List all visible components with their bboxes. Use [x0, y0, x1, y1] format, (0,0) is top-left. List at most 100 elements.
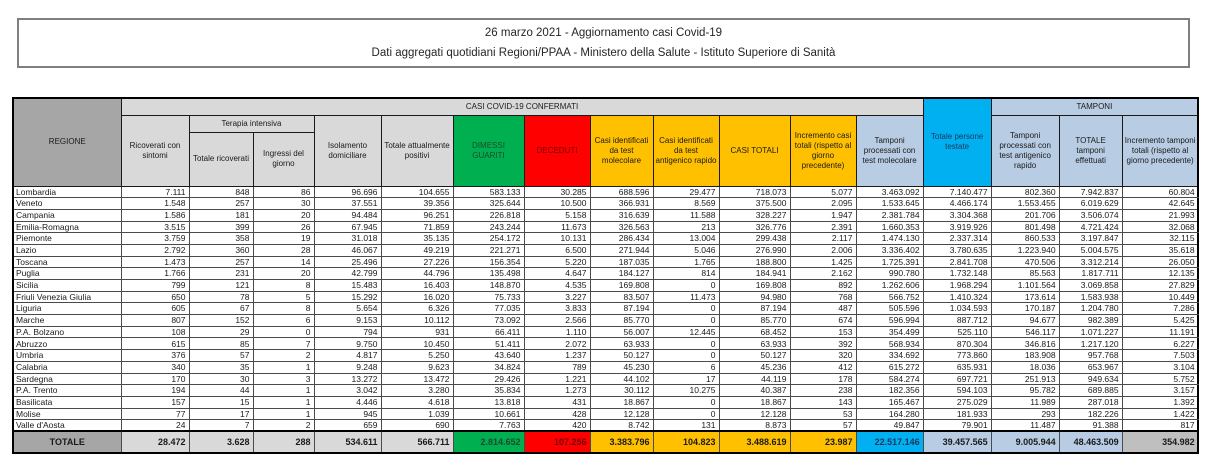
- value-cell: 73.092: [452, 314, 525, 327]
- value-cell: 28: [252, 243, 315, 257]
- value-cell: 690: [380, 419, 454, 432]
- value-cell: 30: [252, 197, 315, 210]
- value-cell: 0: [652, 407, 720, 421]
- value-cell: 12.445: [652, 325, 720, 339]
- value-cell: 8.742: [589, 419, 654, 432]
- value-cell: 1.732.148: [922, 267, 992, 280]
- value-cell: 583.133: [452, 185, 525, 199]
- value-cell: 615: [120, 337, 190, 351]
- value-cell: 799: [120, 279, 190, 292]
- value-cell: 254.172: [452, 232, 525, 245]
- value-cell: 19: [252, 232, 315, 245]
- table-row: Lombardia 7.111 848 86 96.696 104.655 583.133 3…: [12, 185, 1199, 199]
- value-cell: 1.553.455: [990, 197, 1060, 210]
- value-cell: 957.768: [1058, 349, 1123, 362]
- value-cell: 15.292: [313, 290, 382, 304]
- value-cell: 104.655: [380, 185, 454, 199]
- value-cell: 328.227: [718, 208, 791, 222]
- value-cell: 358: [188, 232, 254, 245]
- value-cell: 431: [523, 395, 591, 409]
- value-cell: 689.885: [1058, 384, 1123, 397]
- value-cell: 143: [789, 395, 857, 409]
- region-name: Campania: [12, 208, 122, 222]
- totale-value-cell: 39.457.565: [922, 430, 992, 454]
- totale-value-cell: 3.628: [188, 430, 254, 454]
- value-cell: 16.403: [380, 279, 454, 292]
- value-cell: 243.244: [452, 220, 525, 234]
- header-ingressi-giorno: Ingressi del giorno: [252, 131, 315, 187]
- value-cell: 4.446: [313, 395, 382, 409]
- region-name: Lombardia: [12, 185, 122, 199]
- value-cell: 75.733: [452, 290, 525, 304]
- value-cell: 96.696: [313, 185, 382, 199]
- header-casi-totali: CASI TOTALI: [718, 114, 791, 187]
- value-cell: 0: [652, 279, 720, 292]
- value-cell: 3.312.214: [1058, 255, 1123, 269]
- value-cell: 428: [523, 407, 591, 421]
- value-cell: 5.425: [1121, 314, 1199, 327]
- value-cell: 42.645: [1121, 197, 1199, 210]
- value-cell: 188.800: [718, 255, 791, 269]
- totale-value-cell: 104.823: [652, 430, 720, 454]
- table-row: Umbria 376 57 2 4.817 5.250 43.640 1.237 50.127 0…: [12, 349, 1199, 362]
- value-cell: 173.614: [990, 290, 1060, 304]
- value-cell: 221.271: [452, 243, 525, 257]
- value-cell: 794: [313, 325, 382, 339]
- table-row: Puglia 1.766 231 20 42.799 44.796 135.498 4.647…: [12, 267, 1199, 280]
- value-cell: 568.934: [855, 337, 924, 351]
- value-cell: 320: [789, 349, 857, 362]
- value-cell: 40.387: [718, 384, 791, 397]
- value-cell: 257: [188, 197, 254, 210]
- value-cell: 4.647: [523, 267, 591, 280]
- value-cell: 505.596: [855, 302, 924, 316]
- value-cell: 13.818: [452, 395, 525, 409]
- value-cell: 982.389: [1058, 314, 1123, 327]
- value-cell: 182.226: [1058, 407, 1123, 421]
- value-cell: 870.304: [922, 337, 992, 351]
- value-cell: 3.833: [523, 302, 591, 316]
- value-cell: 4.466.174: [922, 197, 992, 210]
- value-cell: 299.438: [718, 232, 791, 245]
- table-row: Sicilia 799 121 8 15.483 16.403 148.870 4.535 16…: [12, 279, 1199, 292]
- value-cell: 8.873: [718, 419, 791, 432]
- value-cell: 11.473: [652, 290, 720, 304]
- value-cell: 87.194: [718, 302, 791, 316]
- region-name: Marche: [12, 314, 122, 327]
- value-cell: 325.644: [452, 197, 525, 210]
- value-cell: 156.354: [452, 255, 525, 269]
- value-cell: 178: [789, 372, 857, 386]
- region-name: Lazio: [12, 243, 122, 257]
- value-cell: 148.870: [452, 279, 525, 292]
- value-cell: 63.933: [718, 337, 791, 351]
- value-cell: 20: [252, 208, 315, 222]
- value-cell: 15: [188, 395, 254, 409]
- value-cell: 1.765: [652, 255, 720, 269]
- value-cell: 15.483: [313, 279, 382, 292]
- table-row: Veneto 1.548 257 30 37.551 39.356 325.644 10.50…: [12, 197, 1199, 210]
- value-cell: 376: [120, 349, 190, 362]
- region-name: Molise: [12, 407, 122, 421]
- value-cell: 184.127: [589, 267, 654, 280]
- value-cell: 1.947: [789, 208, 857, 222]
- table-row: Basilicata 157 15 1 4.446 4.618 13.818 431 18.86…: [12, 395, 1199, 409]
- value-cell: 231: [188, 267, 254, 280]
- value-cell: 194: [120, 384, 190, 397]
- value-cell: 2.095: [789, 197, 857, 210]
- value-cell: 1.473: [120, 255, 190, 269]
- value-cell: 10.450: [380, 337, 454, 351]
- value-cell: 5.077: [789, 185, 857, 199]
- value-cell: 525.110: [922, 325, 992, 339]
- region-name: P.A. Bolzano: [12, 325, 122, 339]
- totale-value-cell: 566.711: [380, 430, 454, 454]
- value-cell: 29.426: [452, 372, 525, 386]
- region-name: Puglia: [12, 267, 122, 280]
- value-cell: 85: [188, 337, 254, 351]
- value-cell: 768: [789, 290, 857, 304]
- value-cell: 605: [120, 302, 190, 316]
- header-incremento-casi: Incremento casi totali (rispetto al gior…: [789, 114, 857, 187]
- value-cell: 789: [523, 360, 591, 374]
- value-cell: 931: [380, 325, 454, 339]
- value-cell: 77.035: [452, 302, 525, 316]
- value-cell: 181.933: [922, 407, 992, 421]
- value-cell: 5.046: [652, 243, 720, 257]
